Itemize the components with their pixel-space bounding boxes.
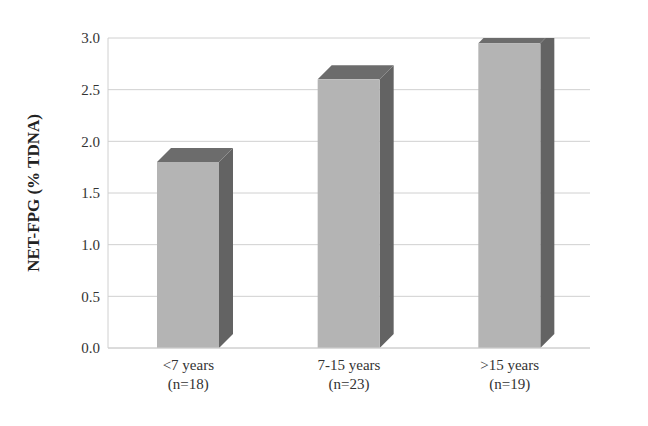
svg-text:>15 years(n=19): >15 years(n=19) xyxy=(480,357,539,393)
svg-text:2.0: 2.0 xyxy=(81,134,100,150)
svg-text:NET-FPG (% TDNA): NET-FPG (% TDNA) xyxy=(24,114,43,272)
svg-text:1.5: 1.5 xyxy=(81,185,100,201)
svg-text:0.0: 0.0 xyxy=(81,340,100,356)
svg-text:0.5: 0.5 xyxy=(81,289,100,305)
svg-text:3.0: 3.0 xyxy=(81,30,100,46)
svg-text:2.5: 2.5 xyxy=(81,82,100,98)
svg-text:7-15 years(n=23): 7-15 years(n=23) xyxy=(318,357,381,393)
svg-text:<7 years(n=18): <7 years(n=18) xyxy=(163,357,215,393)
svg-text:1.0: 1.0 xyxy=(81,237,100,253)
